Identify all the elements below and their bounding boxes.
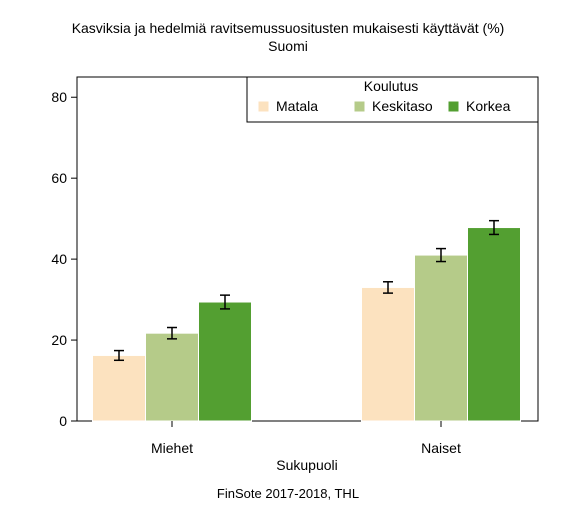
error-bar [167,326,177,340]
error-bar [436,247,446,263]
legend-item: Korkea [447,98,511,114]
error-bar [220,294,230,310]
legend-label: Keskitaso [372,98,433,114]
legend-label: Korkea [466,98,511,114]
bar-matala-miehet [92,354,146,422]
bar-matala-naiset [361,286,415,422]
legend-title: Koulutus [364,78,418,94]
legend-swatch [447,100,460,113]
legend-item: Matala [257,98,318,114]
error-bar [489,219,499,236]
chart-title: Kasviksia ja hedelmiä ravitsemussuositus… [71,20,505,36]
legend-box [246,76,539,123]
error-bar [383,281,393,294]
error-bar [114,349,124,362]
bar-keskitaso-naiset [414,254,468,422]
legend-swatch [353,100,366,113]
chart-subtitle: Suomi [268,38,308,54]
bar-korkea-miehet [198,301,252,422]
legend-label: Matala [276,98,318,114]
legend: Koulutus Matala Keskitaso Korkea [246,76,539,123]
y-axis: 0 20 40 60 80 [51,89,77,429]
bars [92,227,521,422]
bar-keskitaso-miehet [145,332,199,422]
source-note: FinSote 2017-2018, THL [216,486,360,501]
legend-item: Keskitaso [353,98,433,114]
x-tick-label: Naiset [421,440,461,456]
x-tick-label: Miehet [151,440,193,456]
bar-korkea-naiset [467,227,521,422]
y-tick-label: 60 [51,170,67,186]
x-axis-label: Sukupuoli [276,457,338,473]
y-tick-label: 20 [51,332,67,348]
legend-swatch [257,100,270,113]
x-axis: Miehet Naiset [151,421,461,456]
y-tick-label: 0 [59,413,67,429]
y-tick-label: 40 [51,251,67,267]
y-tick-label: 80 [51,89,67,105]
error-bars [114,219,499,362]
